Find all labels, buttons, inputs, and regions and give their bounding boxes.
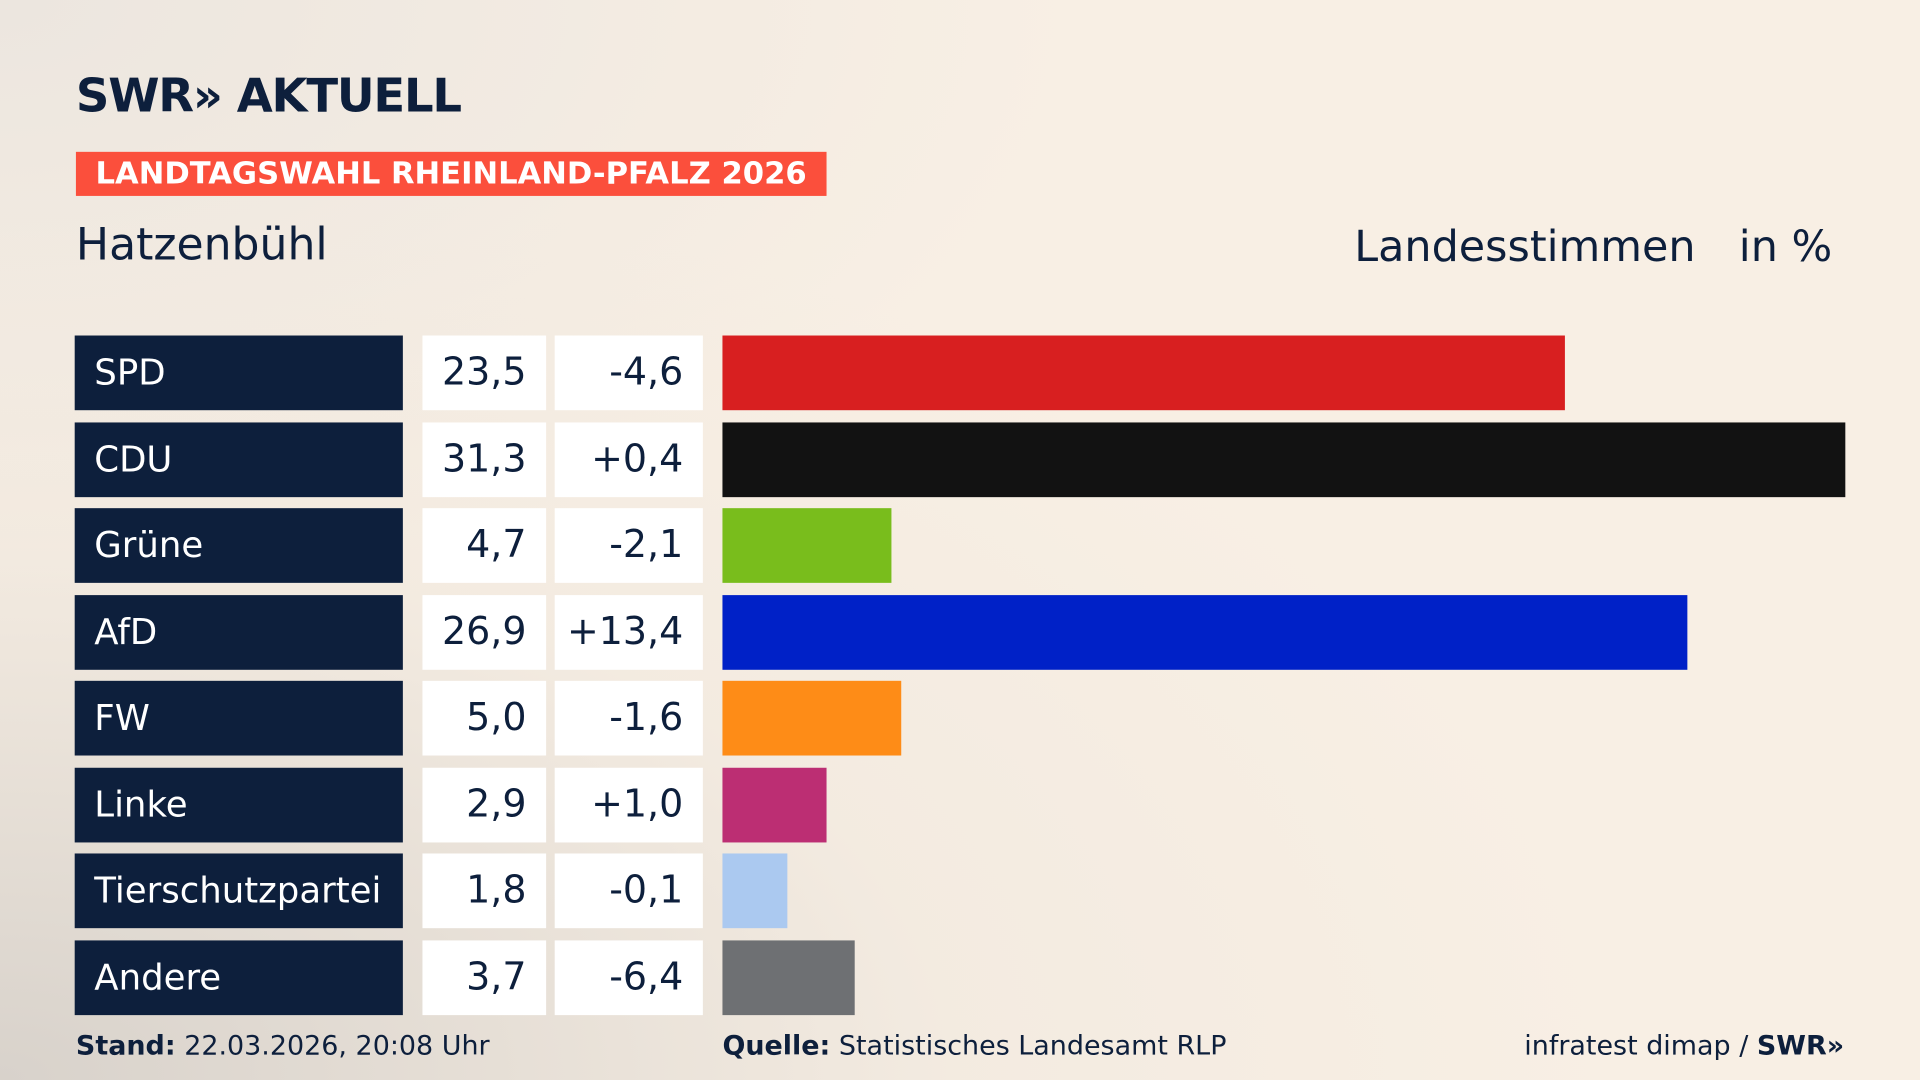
bar-cdu [722,421,1846,497]
vote-change: -6,4 [554,939,703,1015]
vote-change: -4,6 [554,335,703,411]
bar-spd [722,335,1566,411]
bar-grüne [722,508,892,583]
party-label: SPD [74,335,403,411]
bar-linke [722,767,827,842]
party-label: Tierschutzpartei [74,853,403,929]
vote-share: 1,8 [422,853,547,929]
vote-share: 3,7 [422,939,547,1015]
party-label: CDU [74,421,403,497]
credit-text: infratest dimap / [1524,1031,1757,1062]
bar-andere [722,939,856,1015]
vote-share: 5,0 [422,680,547,756]
party-label: Linke [74,767,403,842]
vote-change: -2,1 [554,508,703,583]
vote-change: -0,1 [554,853,703,929]
swr-aktuell-logo: SWR» AKTUELL [75,68,462,123]
vote-change: +0,4 [554,421,703,497]
vote-share: 4,7 [422,508,547,583]
stand-label: Stand: [75,1031,176,1062]
credit: infratest dimap / SWR» [1524,1031,1844,1062]
election-banner: LANDTAGSWAHL RHEINLAND-PFALZ 2026 [75,151,827,196]
vote-share: 23,5 [422,335,547,411]
stand-info: Stand: 22.03.2026, 20:08 Uhr [76,1031,490,1062]
unit-label: in % [1738,222,1833,272]
place-name: Hatzenbühl [75,220,328,271]
party-label: Andere [74,939,403,1015]
bar-fw [722,680,902,756]
bar-afd [722,594,1688,670]
swr-logo: SWR» [1756,1031,1845,1062]
source-info: Quelle: Statistisches Landesamt RLP [722,1031,1226,1062]
source-value: Statistisches Landesamt RLP [838,1031,1227,1062]
stand-value: 22.03.2026, 20:08 Uhr [184,1031,490,1062]
vote-change: +13,4 [554,594,703,670]
party-label: FW [74,680,403,756]
party-label: AfD [74,594,403,670]
measure-label: Landesstimmen [1354,222,1696,272]
vote-share: 31,3 [422,421,547,497]
vote-share: 2,9 [422,767,547,842]
source-label: Quelle: [722,1031,831,1062]
vote-change: +1,0 [554,767,703,842]
party-label: Grüne [74,508,403,583]
vote-share: 26,9 [422,594,547,670]
bar-tierschutzpartei [722,853,788,929]
vote-change: -1,6 [554,680,703,756]
